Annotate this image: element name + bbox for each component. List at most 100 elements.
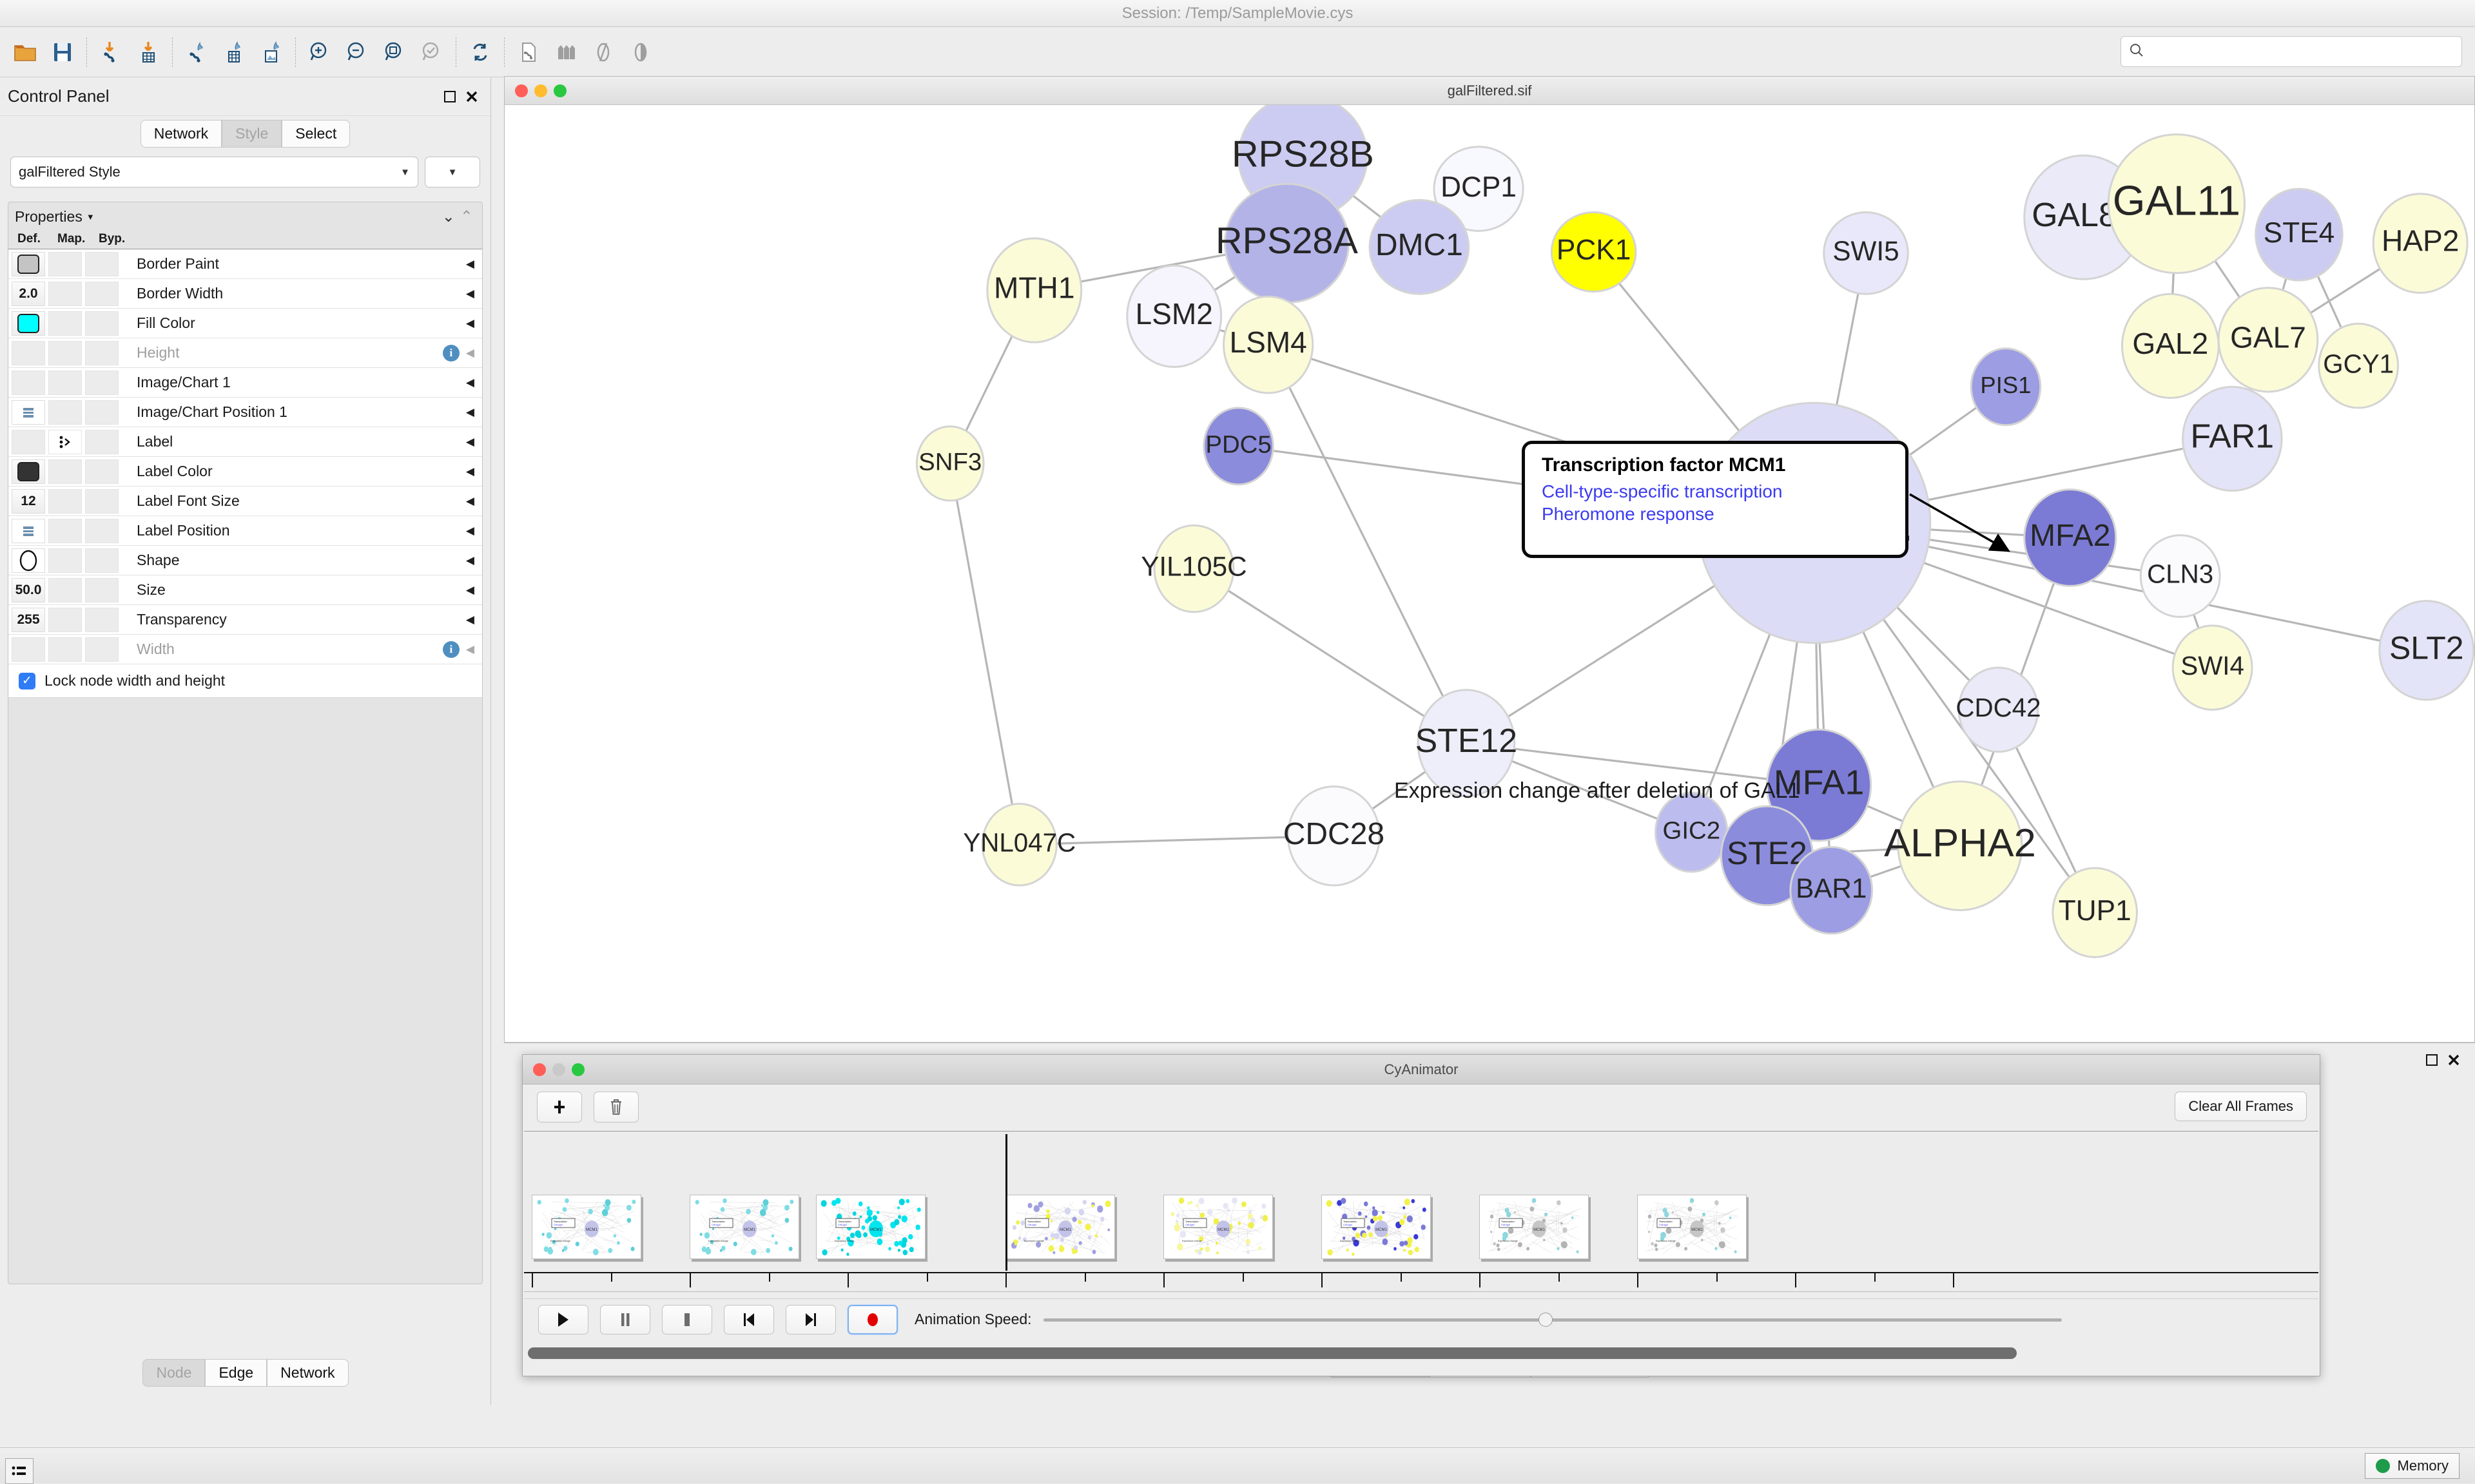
network-node[interactable]: HAP2	[2373, 194, 2467, 293]
close-icon[interactable]	[2443, 1049, 2465, 1071]
open-folder-icon[interactable]	[6, 34, 44, 71]
refresh-layout-icon[interactable]	[461, 34, 499, 71]
expand-arrow-icon[interactable]: ◀	[466, 584, 482, 597]
bottom-tab-edge[interactable]: Edge	[205, 1359, 267, 1387]
network-node[interactable]: YIL105C	[1141, 525, 1247, 612]
stop-button[interactable]	[662, 1305, 712, 1335]
property-default-cell[interactable]	[12, 341, 45, 365]
play-button[interactable]	[538, 1305, 588, 1335]
property-bypass-cell[interactable]	[85, 548, 119, 573]
property-row[interactable]: Image/Chart 1◀	[8, 368, 482, 398]
expand-arrow-icon[interactable]: ◀	[466, 465, 482, 478]
delete-frame-button[interactable]	[594, 1092, 639, 1123]
network-node[interactable]: SNF3	[917, 427, 984, 501]
network-node[interactable]: GAL2	[2122, 294, 2218, 398]
network-node[interactable]: STE4	[2256, 189, 2342, 280]
property-mapping-cell[interactable]	[48, 371, 82, 395]
property-bypass-cell[interactable]	[85, 311, 119, 336]
property-mapping-cell[interactable]	[48, 637, 82, 662]
property-mapping-cell[interactable]	[48, 282, 82, 306]
expand-arrow-icon[interactable]: ◀	[466, 376, 482, 389]
property-row[interactable]: Label Position◀	[8, 516, 482, 546]
style-select[interactable]: galFiltered Style ▼	[10, 157, 418, 188]
chevron-down-icon[interactable]: ▼	[86, 212, 95, 222]
search-box[interactable]	[2121, 36, 2462, 67]
network-node[interactable]: GIC2	[1656, 793, 1727, 872]
annotation-callout[interactable]: Transcription factor MCM1 Cell-type-spec…	[1522, 441, 1908, 558]
bottom-tab-network[interactable]: Network	[267, 1359, 348, 1387]
network-node[interactable]: CDC28	[1283, 786, 1384, 885]
property-row[interactable]: Label◀	[8, 427, 482, 457]
info-icon[interactable]: i	[443, 641, 460, 658]
color-swatch[interactable]	[17, 462, 39, 481]
timeline-playhead[interactable]	[1005, 1134, 1007, 1271]
property-default-cell[interactable]	[12, 519, 45, 543]
network-node[interactable]: GAL11	[2108, 135, 2244, 273]
property-row[interactable]: Shape◀	[8, 546, 482, 575]
zoom-selected-icon[interactable]	[413, 34, 451, 71]
last-frame-button[interactable]	[786, 1305, 836, 1335]
expand-arrow-icon[interactable]: ◀	[466, 317, 482, 330]
property-bypass-cell[interactable]	[85, 489, 119, 514]
export-table-icon[interactable]	[215, 34, 253, 71]
property-mapping-cell[interactable]	[48, 430, 82, 454]
zoom-in-icon[interactable]	[301, 34, 338, 71]
property-mapping-cell[interactable]	[48, 608, 82, 632]
pause-button[interactable]	[600, 1305, 650, 1335]
property-row[interactable]: Border Paint◀	[8, 249, 482, 279]
expand-arrow-icon[interactable]: ◀	[466, 495, 482, 508]
color-swatch[interactable]	[17, 255, 39, 274]
network-node[interactable]: TUP1	[2053, 868, 2137, 957]
property-bypass-cell[interactable]	[85, 371, 119, 395]
property-bypass-cell[interactable]	[85, 430, 119, 454]
property-mapping-cell[interactable]	[48, 400, 82, 425]
property-default-cell[interactable]	[12, 400, 45, 425]
property-mapping-cell[interactable]	[48, 578, 82, 602]
property-default-cell[interactable]	[12, 311, 45, 336]
property-bypass-cell[interactable]	[85, 459, 119, 484]
save-session-icon[interactable]	[44, 34, 81, 71]
clear-all-frames-button[interactable]: Clear All Frames	[2175, 1092, 2307, 1121]
record-button[interactable]	[848, 1305, 898, 1335]
network-node[interactable]: CLN3	[2140, 535, 2220, 617]
style-options-menu-button[interactable]: ▼	[425, 157, 480, 188]
merge-networks-icon[interactable]	[547, 34, 585, 71]
property-mapping-cell[interactable]	[48, 519, 82, 543]
memory-status-button[interactable]: Memory	[2365, 1453, 2460, 1479]
property-mapping-cell[interactable]	[48, 252, 82, 276]
expand-arrow-icon[interactable]: ◀	[466, 613, 482, 626]
expand-arrow-icon[interactable]: ◀	[466, 347, 482, 360]
maximize-icon[interactable]	[439, 86, 461, 108]
network-node[interactable]: BAR1	[1791, 847, 1872, 934]
property-bypass-cell[interactable]	[85, 637, 119, 662]
chevron-double-down-icon[interactable]: ⌄	[440, 207, 458, 226]
property-default-cell[interactable]: 50.0	[12, 578, 45, 602]
export-image-icon[interactable]	[253, 34, 290, 71]
expand-arrow-icon[interactable]: ◀	[466, 436, 482, 448]
export-network-icon[interactable]	[178, 34, 215, 71]
property-bypass-cell[interactable]	[85, 252, 119, 276]
network-node[interactable]: DMC1	[1370, 200, 1469, 294]
maximize-icon[interactable]	[2421, 1049, 2443, 1071]
property-default-cell[interactable]: 255	[12, 608, 45, 632]
property-default-cell[interactable]	[12, 252, 45, 276]
tab-select[interactable]: Select	[282, 120, 350, 148]
expand-arrow-icon[interactable]: ◀	[466, 643, 482, 656]
network-node[interactable]: LSM4	[1224, 296, 1313, 393]
property-default-cell[interactable]: 2.0	[12, 282, 45, 306]
close-icon[interactable]	[461, 86, 483, 108]
tab-network[interactable]: Network	[141, 120, 222, 148]
